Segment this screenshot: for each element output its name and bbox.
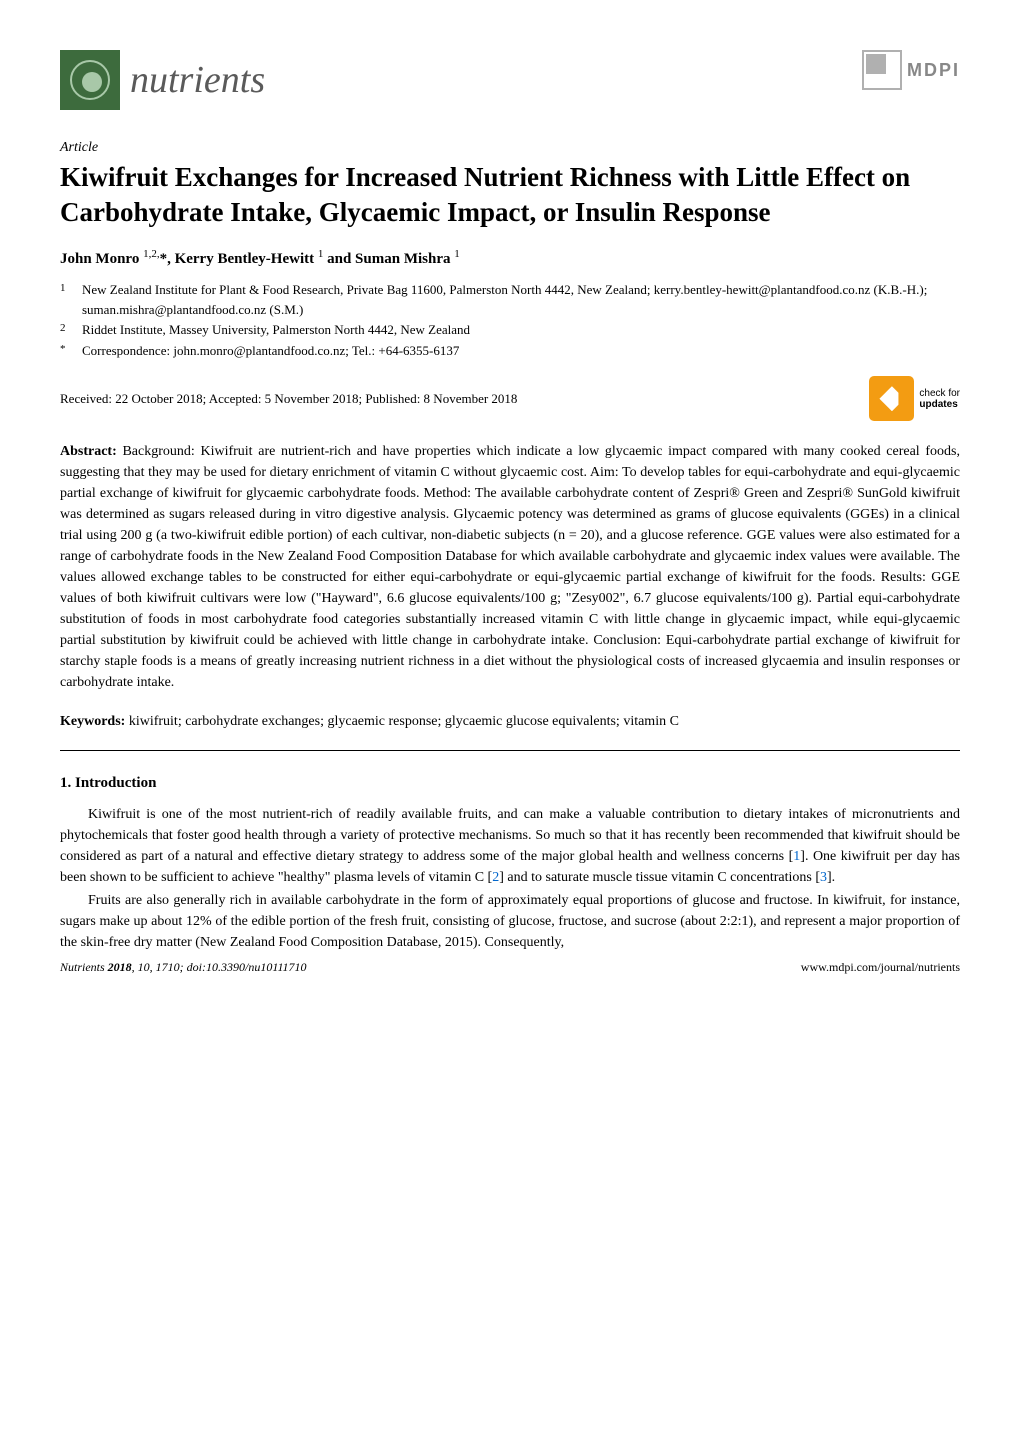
article-title: Kiwifruit Exchanges for Increased Nutrie… — [60, 160, 960, 230]
affiliation-text: Riddet Institute, Massey University, Pal… — [82, 322, 470, 337]
publication-dates: Received: 22 October 2018; Accepted: 5 N… — [60, 391, 517, 407]
journal-icon — [60, 50, 120, 110]
reference-link[interactable]: 1 — [793, 849, 800, 864]
authors-list: John Monro 1,2,*, Kerry Bentley-Hewitt 1… — [60, 248, 960, 268]
footer-url: www.mdpi.com/journal/nutrients — [801, 960, 960, 975]
abstract-section: Abstract: Background: Kiwifruit are nutr… — [60, 441, 960, 693]
keywords-text: kiwifruit; carbohydrate exchanges; glyca… — [125, 714, 679, 729]
affiliation-item: 2 Riddet Institute, Massey University, P… — [82, 320, 960, 340]
check-updates-icon — [869, 376, 914, 421]
section-heading: 1. Introduction — [60, 775, 960, 792]
affiliations-list: 1 New Zealand Institute for Plant & Food… — [60, 280, 960, 360]
body-paragraph: Fruits are also generally rich in availa… — [60, 890, 960, 953]
journal-logo: nutrients — [60, 50, 265, 110]
dates-row: Received: 22 October 2018; Accepted: 5 N… — [60, 376, 960, 421]
abstract-label: Abstract: — [60, 444, 117, 459]
body-paragraph: Kiwifruit is one of the most nutrient-ri… — [60, 804, 960, 888]
affiliation-text: New Zealand Institute for Plant & Food R… — [82, 282, 927, 317]
publisher-logo: MDPI — [862, 50, 960, 90]
footer-citation: Nutrients 2018, 10, 1710; doi:10.3390/nu… — [60, 960, 307, 975]
check-updates-text: check for updates — [919, 388, 960, 410]
page-footer: Nutrients 2018, 10, 1710; doi:10.3390/nu… — [60, 960, 960, 975]
abstract-text: Background: Kiwifruit are nutrient-rich … — [60, 444, 960, 690]
reference-link[interactable]: 2 — [492, 870, 499, 885]
reference-link[interactable]: 3 — [820, 870, 827, 885]
keywords-section: Keywords: kiwifruit; carbohydrate exchan… — [60, 711, 960, 732]
affiliation-item: 1 New Zealand Institute for Plant & Food… — [82, 280, 960, 319]
affiliation-number: 1 — [60, 280, 66, 297]
affiliation-text: Correspondence: john.monro@plantandfood.… — [82, 343, 459, 358]
affiliation-number: * — [60, 341, 66, 358]
section-divider — [60, 750, 960, 751]
affiliation-number: 2 — [60, 320, 66, 337]
publisher-name: MDPI — [907, 60, 960, 81]
mdpi-icon — [862, 50, 902, 90]
journal-name: nutrients — [130, 58, 265, 102]
check-updates-badge[interactable]: check for updates — [869, 376, 960, 421]
affiliation-item: * Correspondence: john.monro@plantandfoo… — [82, 341, 960, 361]
page-header: nutrients MDPI — [60, 50, 960, 110]
article-type: Article — [60, 140, 960, 156]
keywords-label: Keywords: — [60, 714, 125, 729]
